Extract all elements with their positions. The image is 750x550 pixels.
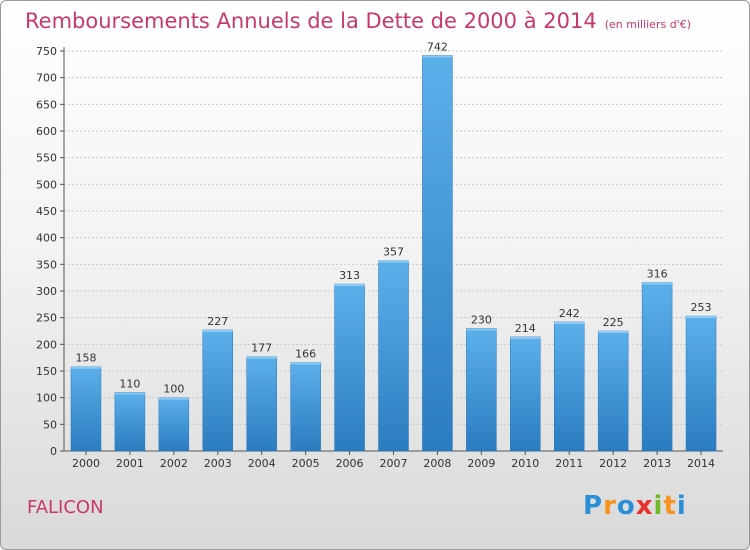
bar-2011 [553,321,585,452]
x-tick-label: 2011 [555,457,583,470]
bar-highlight [334,284,365,287]
x-tick-label: 2010 [511,457,539,470]
data-label: 230 [471,313,492,326]
x-tick-label: 2007 [380,457,408,470]
y-tick-label: 650 [36,98,57,111]
data-label: 227 [207,315,228,328]
data-label: 100 [163,383,184,396]
logo-letter: P [583,491,604,521]
data-label: 110 [119,377,140,390]
bar-2005 [290,362,321,452]
x-tick-label: 2006 [336,457,364,470]
bar-2000 [70,366,102,452]
data-labels: 158 110 100 227 177 166 313 357 742 230 214 242 225 3… [75,40,711,395]
y-tick-label: 450 [36,205,57,218]
bar-2006 [334,283,365,452]
x-tick-label: 2001 [116,457,144,470]
data-label: 253 [691,301,712,314]
y-tick-label: 0 [50,445,57,458]
data-label: 357 [383,246,404,259]
bar-2014 [685,315,717,452]
bar-highlight [158,397,189,400]
data-label: 166 [295,347,316,360]
bar-highlight [598,331,629,333]
logo-letter: r [603,491,617,521]
logo-letter: o [616,491,636,521]
bar-2007 [378,260,409,452]
x-tick-label: 2002 [160,457,188,470]
data-label: 177 [251,342,272,355]
proxiti-logo: Proxiti [583,491,687,521]
bar-highlight [70,366,101,369]
x-tick-label: 2003 [204,457,232,470]
bars [70,55,717,452]
y-tick-label: 750 [36,45,57,58]
y-tick-label: 700 [36,72,57,85]
chart-subtitle: (en milliers d'€) [604,18,691,31]
y-tick-label: 100 [36,392,57,405]
commune-name: FALICON [27,497,104,518]
logo-letter: i [676,491,687,521]
bar-highlight [246,356,277,359]
x-tick-label: 2012 [599,457,627,470]
bar-highlight [202,329,233,332]
bar-highlight [422,55,453,58]
data-label: 742 [427,40,448,53]
y-tick-label: 50 [43,418,57,431]
logo-letter: x [635,491,654,521]
x-tick-label: 2008 [423,457,451,470]
chart-title-text: Remboursements Annuels de la Dette de 20… [25,9,597,33]
bar-2010 [510,336,541,452]
x-tick-label: 2005 [292,457,320,470]
logo-letter: i [653,491,664,521]
bar-highlight [114,392,145,395]
data-label: 158 [75,352,96,365]
bar-2008 [422,55,453,452]
bar-highlight [686,316,717,319]
chart-title: Remboursements Annuels de la Dette de 20… [25,9,691,33]
x-tick-label: 2013 [643,457,671,470]
y-tick-label: 150 [36,365,57,378]
y-tick-label: 400 [36,232,57,245]
bar-2003 [202,329,234,452]
data-label: 214 [515,322,536,335]
y-tick-label: 250 [36,312,57,325]
bar-highlight [290,362,321,365]
bar-2009 [466,328,497,452]
y-tick-label: 200 [36,338,57,351]
bar-2004 [246,356,277,452]
bar-highlight [510,336,541,339]
bar-highlight [642,282,673,285]
data-label: 313 [339,269,360,282]
data-label: 316 [647,267,668,280]
bar-2013 [641,282,673,452]
x-tick-label: 2009 [467,457,495,470]
x-tick-label: 2014 [687,457,715,470]
bar-highlight [466,328,497,331]
axes: 0 50 100 150 200 250 300 350 400 450 500 550 600 650 7… [36,45,723,470]
bar-2012 [597,330,629,452]
bar-highlight [378,260,409,263]
bar-2001 [114,392,146,452]
data-label: 225 [603,316,624,329]
data-label: 242 [559,307,580,320]
y-tick-label: 600 [36,125,57,138]
y-tick-label: 500 [36,178,57,191]
x-tick-label: 2000 [72,457,100,470]
bar-2002 [158,397,190,452]
y-tick-label: 300 [36,285,57,298]
bar-highlight [554,321,585,324]
logo-letter: t [663,491,677,521]
y-tick-label: 550 [36,152,57,165]
y-tick-label: 350 [36,258,57,271]
x-tick-label: 2004 [248,457,276,470]
